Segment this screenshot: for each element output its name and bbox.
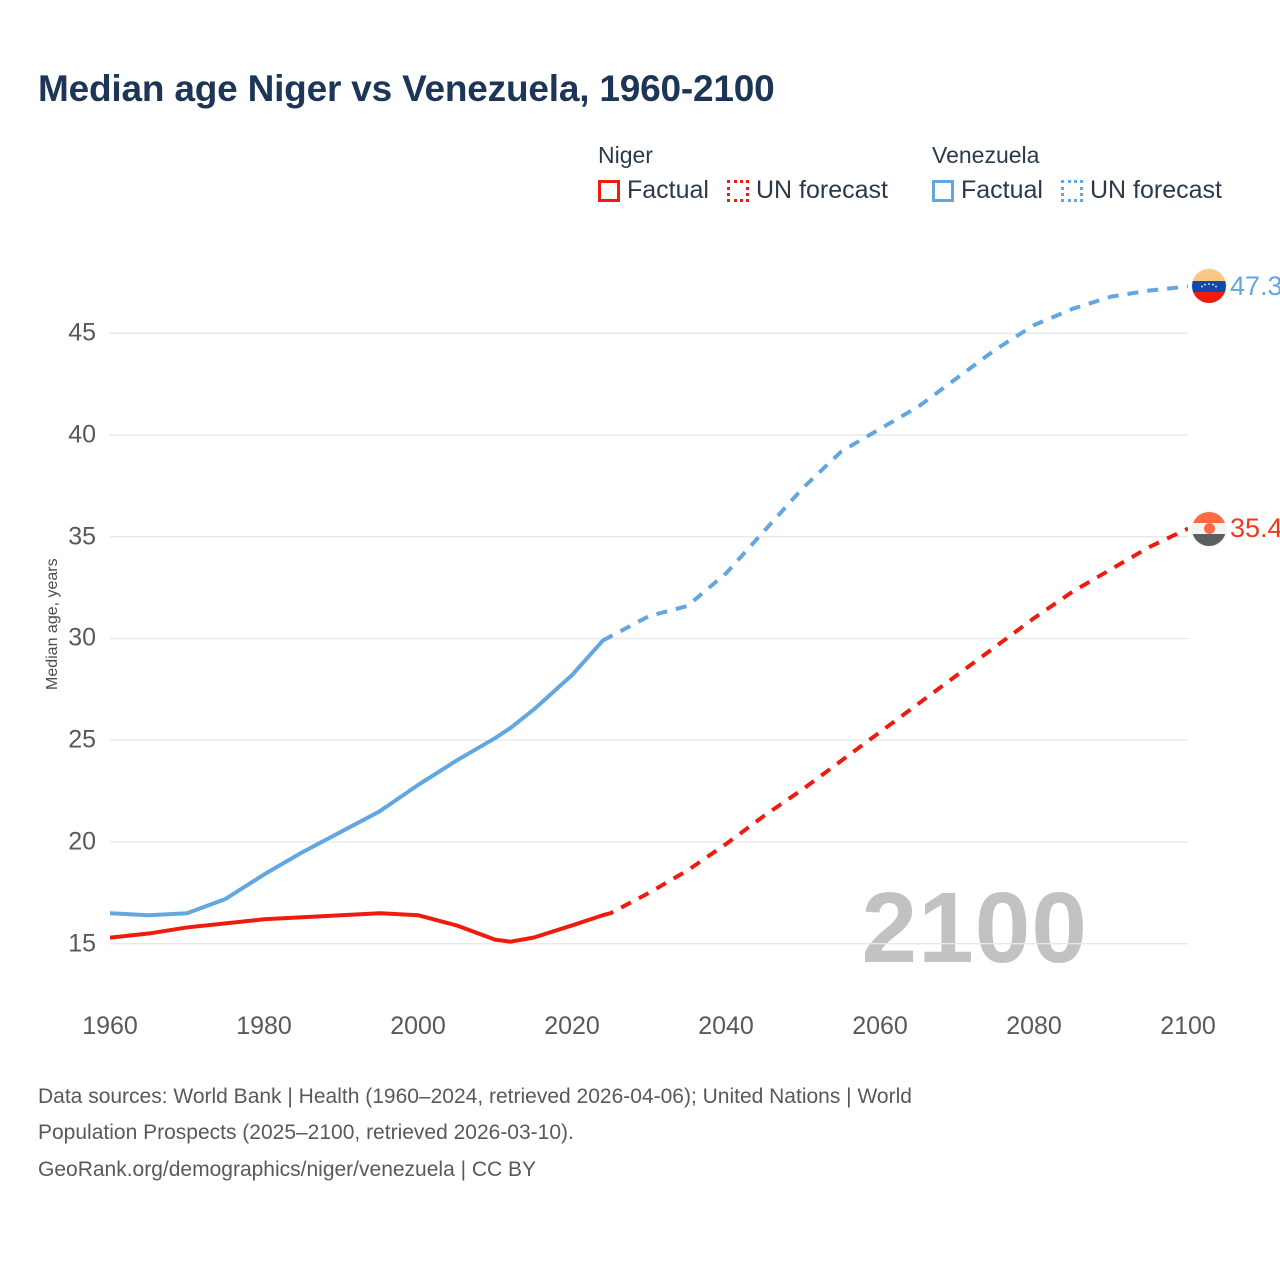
y-tick-40: 40 [68,420,96,449]
legend-label-niger-factual: Factual [627,176,709,204]
legend-item-niger-factual[interactable]: Factual [598,176,709,205]
chart-svg [110,284,1188,945]
legend-swatch-dotted-icon [726,179,749,202]
legend-label-niger-forecast: UN forecast [755,176,888,204]
chart-legend: Niger Factual UN forecast Venezuela Fact… [598,142,1258,222]
niger-flag-icon [1192,511,1226,546]
legend-item-venezuela-forecast[interactable]: UN forecast [1060,176,1222,205]
legend-country-niger: Niger [598,142,653,168]
x-tick-2060: 2060 [852,1012,908,1040]
y-axis-label: Median age, years [44,558,61,690]
y-tick-25: 25 [68,725,96,754]
legend-swatch-solid-icon [932,179,954,202]
plot-area: 2100 Median age, years 15 20 25 30 35 40 45 19… [44,260,1280,1040]
x-tick-1960: 1960 [82,1012,138,1040]
legend-item-venezuela-factual[interactable]: Factual [932,176,1043,205]
endpoint-value-venezuela: 47.3 [1230,270,1280,301]
legend-label-venezuela-forecast: UN forecast [1089,176,1222,204]
legend-swatch-solid-icon [598,179,620,202]
endpoint-value-niger: 35.4 [1230,513,1280,544]
legend-group-venezuela: Venezuela Factual UN forecast [932,142,1222,205]
y-tick-35: 35 [68,522,96,551]
x-tick-2020: 2020 [544,1012,600,1040]
venezuela-flag-icon [1192,269,1226,304]
footer-line-1: Data sources: World Bank | Health (1960–… [38,1085,912,1108]
y-tick-30: 30 [68,623,96,652]
year-watermark: 2100 [861,872,1088,984]
legend-label-venezuela-factual: Factual [961,176,1043,204]
x-tick-1980: 1980 [236,1012,292,1040]
page-title: Median age Niger vs Venezuela, 1960-2100 [38,68,775,109]
footer-line-3: GeoRank.org/demographics/niger/venezuela… [38,1157,537,1181]
x-tick-2080: 2080 [1006,1012,1062,1040]
y-tick-20: 20 [68,827,96,856]
y-tick-15: 15 [68,929,96,958]
legend-swatch-dotted-icon [1060,179,1083,202]
endpoint-niger: 35.4 [1192,511,1280,546]
x-tick-2000: 2000 [390,1012,446,1040]
endpoint-venezuela: 47.3 [1192,269,1280,304]
footer-line-2: Population Prospects (2025–2100, retriev… [38,1121,574,1145]
x-tick-2100: 2100 [1160,1012,1216,1040]
legend-group-niger: Niger Factual UN forecast [598,142,888,205]
y-tick-45: 45 [68,318,96,347]
legend-country-venezuela: Venezuela [932,142,1040,168]
legend-item-niger-forecast[interactable]: UN forecast [726,176,888,205]
footer-sources: Data sources: World Bank | Health (1960–… [38,1082,1198,1191]
x-tick-2040: 2040 [698,1012,754,1040]
